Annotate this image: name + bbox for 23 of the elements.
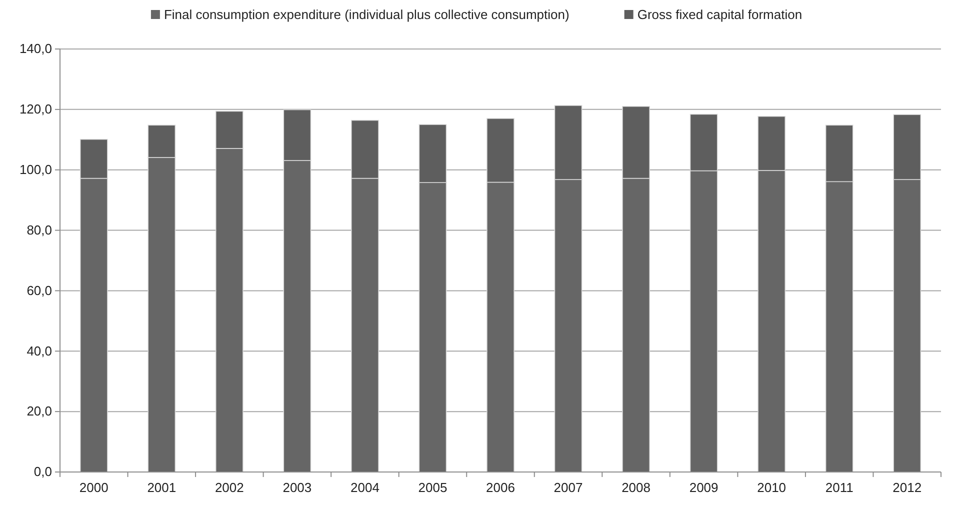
x-tick-label: 2008 xyxy=(622,480,650,495)
y-tick-label: 20,0 xyxy=(26,404,52,419)
x-tick-label: 2002 xyxy=(214,480,244,495)
x-tick-label: 2003 xyxy=(282,480,312,495)
y-tick-label: 100,0 xyxy=(19,162,52,178)
x-tick-label: 2004 xyxy=(350,480,380,495)
legend-label: Gross fixed capital formation xyxy=(637,7,802,22)
y-tick-label: 60,0 xyxy=(26,282,52,298)
y-tick-label: 40,0 xyxy=(26,343,52,358)
x-tick-label: 2007 xyxy=(554,480,583,495)
x-tick-label: 2010 xyxy=(757,480,786,495)
x-tick-label: 2001 xyxy=(147,480,176,495)
x-tick-label: 2011 xyxy=(825,480,854,495)
y-tick-label: 80,0 xyxy=(26,222,52,238)
x-tick-label: 2012 xyxy=(892,480,922,495)
x-tick-label: 2009 xyxy=(689,480,718,495)
x-tick-label: 2006 xyxy=(486,480,515,495)
legend-label: Final consumption expenditure (individual plus collective consumption) xyxy=(164,7,570,22)
y-tick-label: 120,0 xyxy=(19,102,52,117)
y-tick-label: 0,0 xyxy=(34,464,52,480)
y-tick-label: 140,0 xyxy=(19,41,52,56)
x-tick-label: 2005 xyxy=(418,480,448,495)
x-tick-label: 2000 xyxy=(79,480,108,495)
